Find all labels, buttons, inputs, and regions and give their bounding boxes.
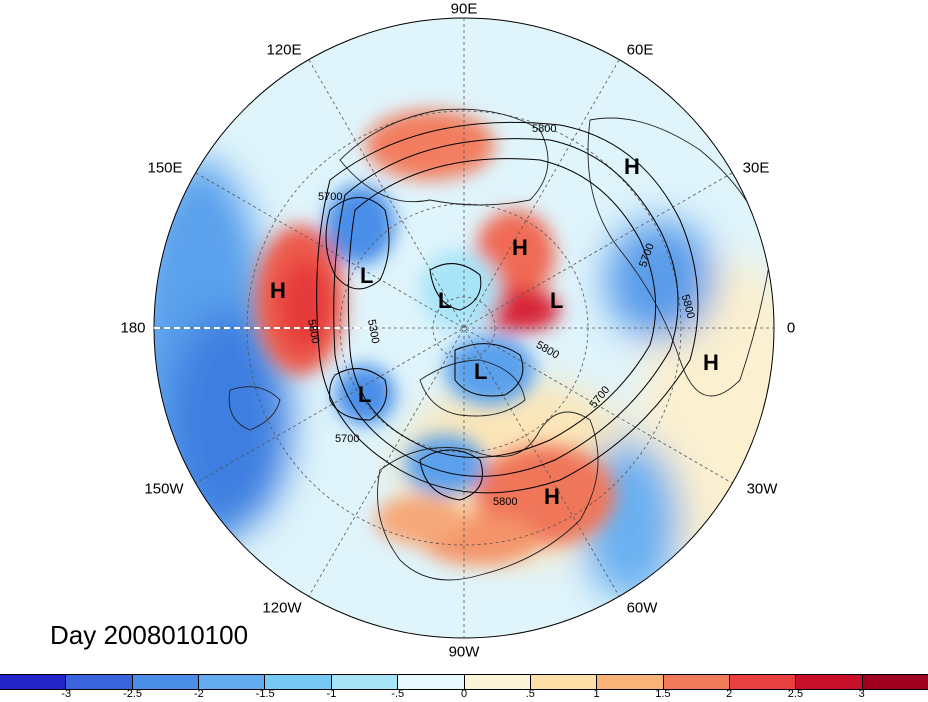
colorbar-tick-label: -2.5 [123,688,143,700]
colorbar-swatch [663,675,730,689]
low-marker: L [550,288,563,313]
lon-label-30w: 30W [746,480,778,498]
colorbar-tick-label: -3 [61,688,72,700]
colorbar-tick-label: 0 [460,688,468,700]
high-marker: H [270,278,286,303]
colorbar-tick-label: 2 [726,688,733,700]
lon-label-150w: 150W [144,480,184,498]
lon-label-0: 0 [786,319,796,337]
high-marker: H [624,154,640,179]
colorbar-swatch [331,675,399,689]
colorbar-tick-label: .5 [525,688,535,700]
contour-label: 5300 [365,318,381,344]
high-marker: H [512,235,528,260]
colorbar-tick-label: 1.5 [655,688,671,700]
lon-label-120w: 120W [262,599,302,617]
colorbar-tick-label: -.5 [391,688,405,700]
colorbar-swatch [796,675,863,689]
contour-label: 5800 [305,318,321,344]
low-marker: L [474,359,487,384]
low-marker: L [358,382,371,407]
contour-label: 5800 [532,123,556,135]
contour-label: 5800 [493,496,517,508]
colorbar-tick-label: 1 [593,688,600,700]
colorbar-swatch [265,675,332,689]
colorbar-swatch [132,675,200,689]
colorbar-tick-label: -2 [193,688,204,700]
high-marker: H [703,350,719,375]
contour-label: 5700 [335,433,359,445]
day-title: Day 2008010100 [50,620,249,650]
colorbar-swatch [66,675,133,689]
colorbar-swatch [597,675,664,689]
contour-label: 5700 [318,191,342,203]
colorbar-swatch [729,675,797,689]
lon-label-60w: 60W [626,599,658,617]
lon-label-180: 180 [120,319,146,337]
lon-label-150e: 150E [147,159,183,177]
colorbar-swatch [464,675,531,689]
colorbar-swatch [398,675,465,689]
colorbar-tick-label: 3 [858,688,865,700]
high-marker: H [544,484,560,509]
colorbar-swatch [862,675,928,689]
colorbar-swatch [199,675,266,689]
colorbar-tick-label: -1.5 [255,688,275,700]
lon-label-30e: 30E [742,159,770,177]
colorbar-swatch [530,675,598,689]
lon-label-90e: 90E [450,0,478,18]
colorbar-swatch [0,675,67,689]
lon-label-120e: 120E [266,41,302,59]
colorbar-tick-label: 2.5 [787,688,804,700]
coastlines [228,108,771,581]
colorbar-tick-label: -1 [326,688,337,700]
lon-label-90w: 90W [448,643,480,661]
pressure-systems: H L L H L L H H L H [270,154,719,509]
lon-label-60e: 60E [626,41,654,59]
colorbar [0,674,928,690]
low-marker: L [438,288,451,313]
height-contours [316,121,699,501]
low-marker: L [360,263,373,288]
